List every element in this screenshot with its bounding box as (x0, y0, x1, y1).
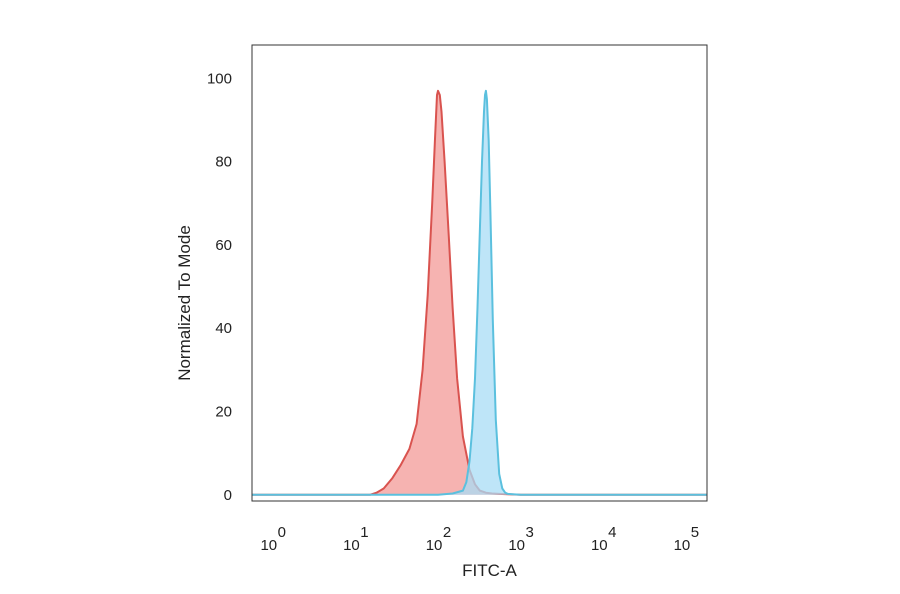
x-tick-label: 10 (508, 537, 525, 554)
y-axis-title: Normalized To Mode (175, 225, 194, 381)
series-layer (252, 89, 707, 496)
x-tick-exponent: 3 (525, 524, 533, 541)
x-tick-label: 10 (674, 537, 691, 554)
x-tick-label: 10 (426, 537, 443, 554)
x-tick-label: 10 (591, 537, 608, 554)
plot-frame (251, 44, 708, 502)
y-tick-label: 40 (215, 320, 232, 337)
x-tick-exponent: 0 (278, 524, 286, 541)
y-tick-label: 20 (215, 403, 232, 420)
x-tick-label: 10 (260, 537, 277, 554)
x-tick-label: 10 (343, 537, 360, 554)
x-tick-exponent: 1 (360, 524, 368, 541)
y-tick-label: 80 (215, 154, 232, 171)
y-axis-ticks: 0 20 40 60 80 100 (207, 70, 232, 503)
y-tick-label: 100 (207, 70, 232, 87)
x-tick-exponent: 2 (443, 524, 451, 541)
y-tick-label: 0 (224, 487, 232, 504)
x-tick-exponent: 5 (691, 524, 699, 541)
x-tick-exponent: 4 (608, 524, 616, 541)
series-2-line (252, 89, 707, 496)
series-2-area (252, 90, 707, 495)
y-tick-label: 60 (215, 237, 232, 254)
x-axis-title: FITC-A (462, 561, 517, 580)
